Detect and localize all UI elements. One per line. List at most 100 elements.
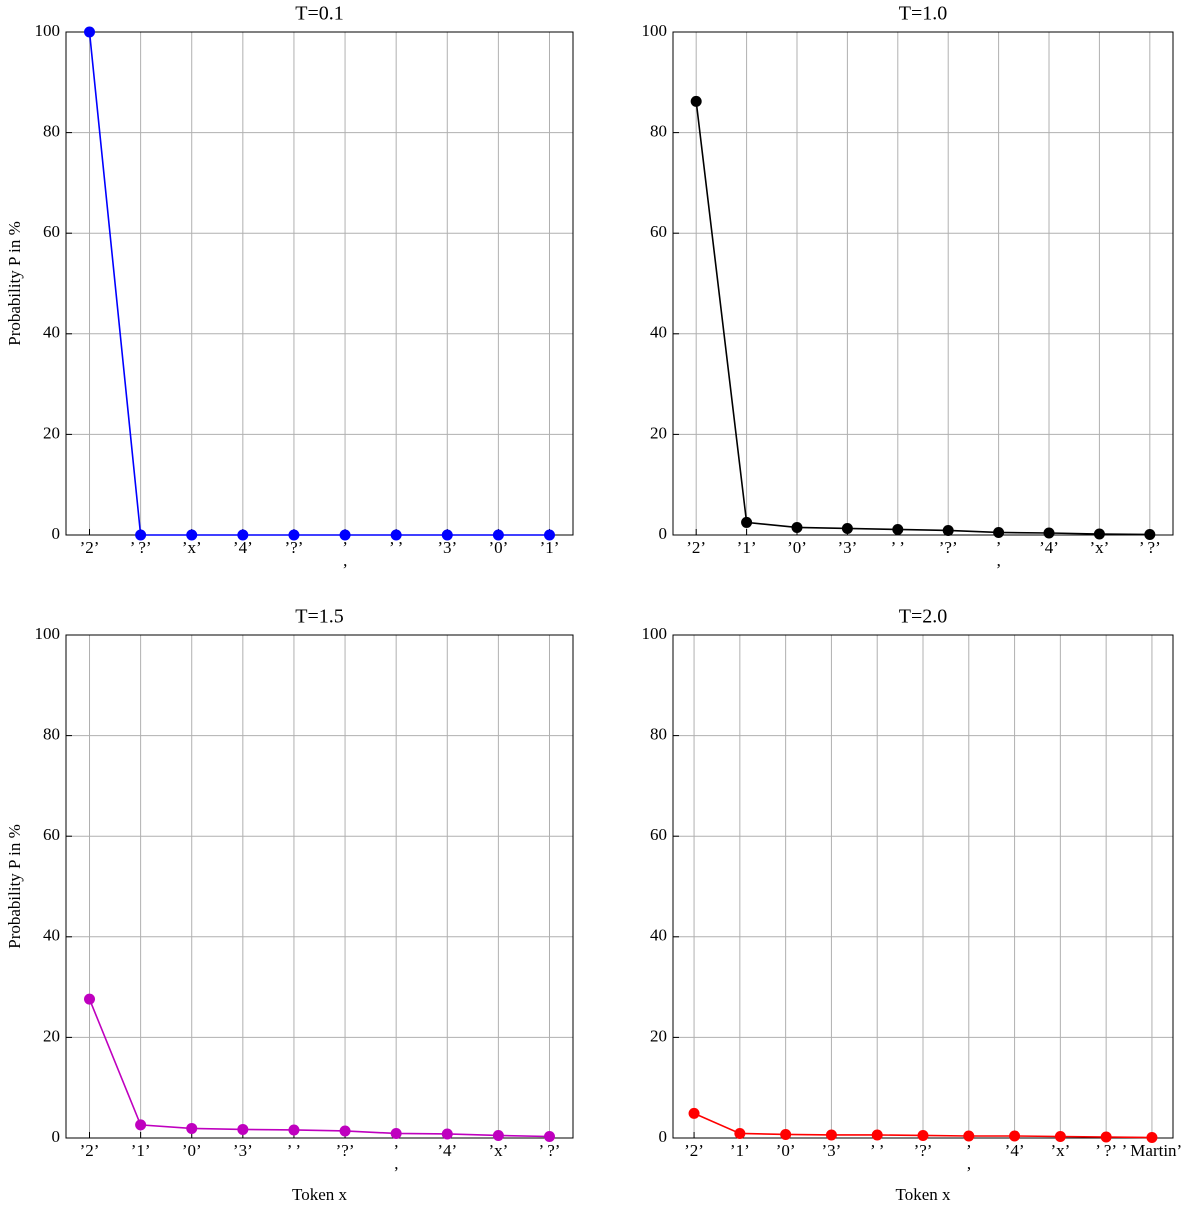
y-tick-label: 40 xyxy=(43,323,60,342)
x-tick-label: ’x’ xyxy=(1050,1141,1070,1160)
point xyxy=(84,26,96,38)
x-tick-label: ’?’ xyxy=(914,1141,933,1160)
y-tick-label: 100 xyxy=(35,21,61,40)
x-tick-label: ’3’ xyxy=(837,538,857,557)
line-series xyxy=(88,31,550,536)
plot-frame xyxy=(65,31,574,536)
x-tick-label: ’’ xyxy=(393,1141,399,1182)
x-tick-label: ’ ?’ xyxy=(539,1141,561,1160)
point xyxy=(339,1125,351,1137)
x-tick-label: ’0’ xyxy=(787,538,807,557)
point xyxy=(237,1123,249,1135)
subplot: 0 20 40 60 80 100 ’2’ ’1’ ’0’ ’3’ ’ ’ ’?’ ’ ’ ’4’ ’x’ ’ … xyxy=(642,3,1174,579)
point xyxy=(917,1129,929,1141)
point xyxy=(1043,527,1055,539)
y-tick-label: 40 xyxy=(650,926,667,945)
point xyxy=(441,1128,453,1140)
point xyxy=(492,529,504,541)
x-tick-label: ’?’ xyxy=(336,1141,355,1160)
point xyxy=(688,1107,700,1119)
x-tick-label: ’0’ xyxy=(488,538,508,557)
point xyxy=(237,529,249,541)
point xyxy=(825,1129,837,1141)
point xyxy=(186,1122,198,1134)
point xyxy=(543,529,555,541)
point xyxy=(1146,1131,1158,1143)
y-tick-label: 20 xyxy=(650,423,667,442)
y-tick-label: 60 xyxy=(650,825,667,844)
x-tick-label: ’ ’ xyxy=(287,1141,301,1160)
point xyxy=(186,529,198,541)
y-tick-label: 100 xyxy=(35,624,61,643)
y-tick-label: 60 xyxy=(43,222,60,241)
x-tick-label: ’4’ xyxy=(1039,538,1059,557)
point xyxy=(390,1127,402,1139)
y-tick-label: 0 xyxy=(659,524,668,543)
subplot: 0 20 40 60 80 100 ’2’ ’ ?’ ’x’ ’4’ ’?’ ’’ ’ ’ ’3’ ’0’ ’… xyxy=(5,3,574,579)
point xyxy=(780,1128,792,1140)
y-tick-label: 20 xyxy=(650,1026,667,1045)
point xyxy=(942,524,954,536)
y-axis-label: Probability P in % xyxy=(5,824,24,949)
x-tick-label: ’0’ xyxy=(182,1141,202,1160)
point xyxy=(993,526,1005,538)
plot-frame xyxy=(672,31,1174,536)
x-tick-label: ’4’ xyxy=(1005,1141,1025,1160)
x-tick-label: ’3’ xyxy=(233,1141,253,1160)
point xyxy=(1100,1131,1112,1143)
x-tick-label: ’2’ xyxy=(684,1141,704,1160)
x-tick-label: ’1’ xyxy=(730,1141,750,1160)
point xyxy=(390,529,402,541)
point xyxy=(339,529,351,541)
point xyxy=(288,529,300,541)
point xyxy=(734,1127,746,1139)
x-tick-label: ’ Martin’ xyxy=(1122,1141,1183,1160)
x-tick-label: ’’ xyxy=(342,538,348,579)
y-tick-label: 100 xyxy=(642,21,668,40)
x-axis-label: Token x xyxy=(896,1185,951,1204)
x-tick-label: ’’ xyxy=(966,1141,972,1182)
x-tick-label: ’?’ xyxy=(939,538,958,557)
point xyxy=(84,993,96,1005)
x-tick-label: ’1’ xyxy=(737,538,757,557)
point xyxy=(892,523,904,535)
y-tick-label: 100 xyxy=(642,624,668,643)
x-tick-label: ’ ?’ xyxy=(1095,1141,1117,1160)
x-tick-label: ’ ’ xyxy=(870,1141,884,1160)
subplot: 0 20 40 60 80 100 ’2’ ’1’ ’0’ ’3’ ’ ’ ’?’ ’ ’ ’4’ ’x’ ’ … xyxy=(642,606,1183,1204)
chart-title: T=0.1 xyxy=(295,3,344,25)
x-axis-label: Token x xyxy=(292,1185,347,1204)
y-tick-label: 80 xyxy=(43,122,60,141)
x-tick-label: ’3’ xyxy=(437,538,457,557)
x-tick-label: ’?’ xyxy=(285,538,304,557)
line-series xyxy=(695,101,1150,536)
x-tick-label: ’4’ xyxy=(437,1141,457,1160)
y-tick-label: 60 xyxy=(650,222,667,241)
x-tick-label: ’1’ xyxy=(131,1141,151,1160)
point xyxy=(741,516,753,528)
y-tick-label: 0 xyxy=(52,524,61,543)
y-tick-label: 0 xyxy=(659,1127,668,1146)
x-tick-label: ’’ xyxy=(996,538,1002,579)
point xyxy=(288,1124,300,1136)
x-tick-label: ’2’ xyxy=(80,1141,100,1160)
line-series xyxy=(88,998,550,1138)
plot-frame xyxy=(65,634,574,1139)
y-tick-label: 40 xyxy=(43,926,60,945)
x-tick-label: ’x’ xyxy=(1089,538,1109,557)
point xyxy=(690,95,702,107)
x-tick-label: ’x’ xyxy=(182,538,202,557)
x-tick-label: ’1’ xyxy=(540,538,560,557)
x-tick-label: ’0’ xyxy=(776,1141,796,1160)
y-axis-label: Probability P in % xyxy=(5,221,24,346)
point xyxy=(492,1129,504,1141)
point xyxy=(543,1130,555,1142)
x-tick-label: ’2’ xyxy=(686,538,706,557)
chart-title: T=1.0 xyxy=(899,3,948,25)
x-tick-label: ’3’ xyxy=(822,1141,842,1160)
point xyxy=(963,1130,975,1142)
y-tick-label: 60 xyxy=(43,825,60,844)
point xyxy=(135,1119,147,1131)
point xyxy=(1093,528,1105,540)
